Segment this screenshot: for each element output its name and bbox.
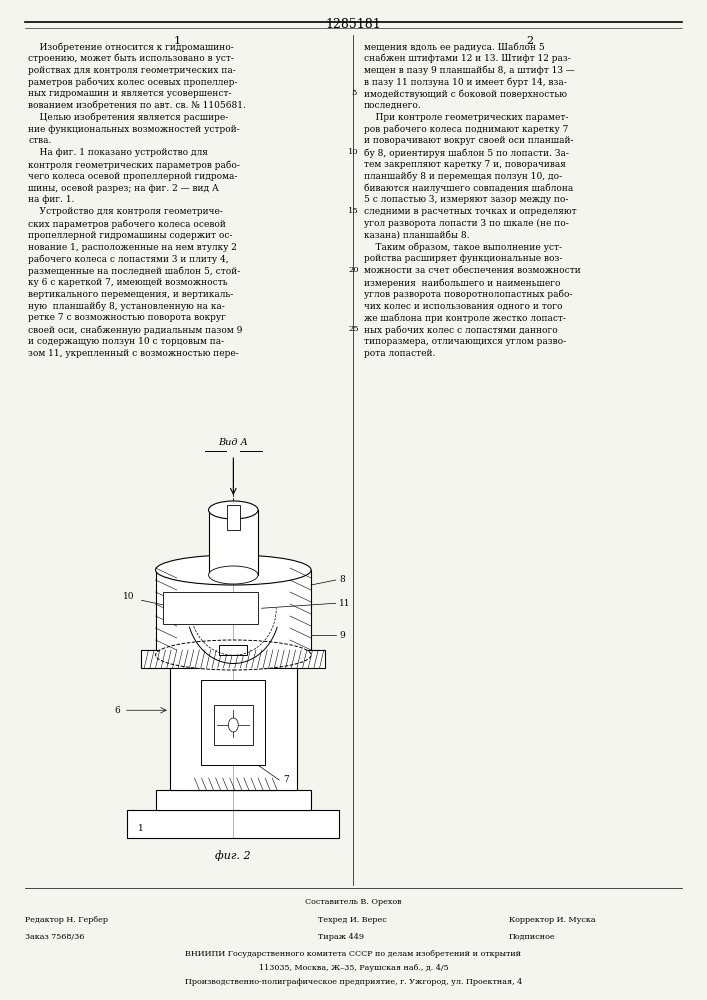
Bar xyxy=(156,570,311,655)
Text: 113035, Москва, Ж–35, Раушская наб., д. 4/5: 113035, Москва, Ж–35, Раушская наб., д. … xyxy=(259,964,448,972)
Text: Корректор И. Муска: Корректор И. Муска xyxy=(509,916,596,924)
Text: 8: 8 xyxy=(339,576,345,584)
Bar xyxy=(214,705,252,745)
Text: контроля геометрических параметров рабо-: контроля геометрических параметров рабо- xyxy=(28,160,240,169)
Text: 20: 20 xyxy=(349,266,358,274)
Text: 5 с лопастью 3, измеряют зазор между по-: 5 с лопастью 3, измеряют зазор между по- xyxy=(364,195,568,204)
Text: фиг. 2: фиг. 2 xyxy=(216,850,251,861)
Text: На фиг. 1 показано устройство для: На фиг. 1 показано устройство для xyxy=(28,148,208,157)
Text: казана) планшайбы 8.: казана) планшайбы 8. xyxy=(364,231,469,240)
Text: размещенные на последней шаблон 5, стой-: размещенные на последней шаблон 5, стой- xyxy=(28,266,240,276)
Text: чего колеса осевой пропеллерной гидрома-: чего колеса осевой пропеллерной гидрома- xyxy=(28,172,238,181)
Text: снабжен штифтами 12 и 13. Штифт 12 раз-: снабжен штифтами 12 и 13. Штифт 12 раз- xyxy=(364,54,571,63)
Text: мещения вдоль ее радиуса. Шаблон 5: мещения вдоль ее радиуса. Шаблон 5 xyxy=(364,42,545,51)
Text: 7: 7 xyxy=(283,776,288,784)
Bar xyxy=(209,510,258,575)
Ellipse shape xyxy=(156,555,311,585)
Text: рабочего колеса с лопастями 3 и плиту 4,: рабочего колеса с лопастями 3 и плиту 4, xyxy=(28,254,229,264)
Text: бу 8, ориентируя шаблон 5 по лопасти. За-: бу 8, ориентируя шаблон 5 по лопасти. За… xyxy=(364,148,569,158)
Text: раметров рабочих колес осевых пропеллер-: раметров рабочих колес осевых пропеллер- xyxy=(28,77,238,87)
Text: пропеллерной гидромашины содержит ос-: пропеллерной гидромашины содержит ос- xyxy=(28,231,233,240)
Text: Целью изобретения является расшире-: Целью изобретения является расшире- xyxy=(28,113,228,122)
Text: ку 6 с кареткой 7, имеющей возможность: ку 6 с кареткой 7, имеющей возможность xyxy=(28,278,228,287)
Text: 11: 11 xyxy=(339,599,351,608)
Text: 10: 10 xyxy=(123,592,134,601)
Text: в пазу 11 ползуна 10 и имеет бурт 14, вза-: в пазу 11 ползуна 10 и имеет бурт 14, вз… xyxy=(364,77,567,87)
Text: ройства расширяет функциональные воз-: ройства расширяет функциональные воз- xyxy=(364,254,563,263)
Text: следними в расчетных точках и определяют: следними в расчетных точках и определяют xyxy=(364,207,577,216)
Bar xyxy=(163,592,258,624)
Bar xyxy=(201,680,265,765)
Text: последнего.: последнего. xyxy=(364,101,422,110)
Bar xyxy=(170,645,297,790)
Text: 1: 1 xyxy=(138,824,144,833)
Text: Подписное: Подписное xyxy=(509,933,556,941)
Text: ства.: ства. xyxy=(28,136,52,145)
Text: Изобретение относится к гидромашино-: Изобретение относится к гидромашино- xyxy=(28,42,234,51)
Text: ройствах для контроля геометрических па-: ройствах для контроля геометрических па- xyxy=(28,66,236,75)
Text: ров рабочего колеса поднимают каретку 7: ров рабочего колеса поднимают каретку 7 xyxy=(364,125,568,134)
Text: ную  планшайбу 8, установленную на ка-: ную планшайбу 8, установленную на ка- xyxy=(28,302,225,311)
Circle shape xyxy=(228,718,238,732)
Bar xyxy=(227,505,240,530)
Text: и содержащую ползун 10 с торцовым па-: и содержащую ползун 10 с торцовым па- xyxy=(28,337,224,346)
Text: Составитель В. Орехов: Составитель В. Орехов xyxy=(305,898,402,906)
Text: типоразмера, отличающихся углом разво-: типоразмера, отличающихся углом разво- xyxy=(364,337,566,346)
Text: на фиг. 1.: на фиг. 1. xyxy=(28,195,75,204)
Text: биваются наилучшего совпадения шаблона: биваются наилучшего совпадения шаблона xyxy=(364,184,573,193)
Text: 1: 1 xyxy=(173,36,180,46)
Text: 10: 10 xyxy=(348,148,359,156)
Text: своей оси, снабженную радиальным пазом 9: своей оси, снабженную радиальным пазом 9 xyxy=(28,325,243,335)
Text: Вид A: Вид A xyxy=(218,438,248,447)
Text: 1285181: 1285181 xyxy=(326,18,381,31)
Text: тем закрепляют каретку 7 и, поворачивая: тем закрепляют каретку 7 и, поворачивая xyxy=(364,160,566,169)
Text: имодействующий с боковой поверхностью: имодействующий с боковой поверхностью xyxy=(364,89,567,99)
Text: углов разворота поворотнолопастных рабо-: углов разворота поворотнолопастных рабо- xyxy=(364,290,573,299)
Ellipse shape xyxy=(209,566,258,584)
Text: вертикального перемещения, и вертикаль-: вертикального перемещения, и вертикаль- xyxy=(28,290,233,299)
Text: 25: 25 xyxy=(348,325,359,333)
Text: и поворачивают вокруг своей оси планшай-: и поворачивают вокруг своей оси планшай- xyxy=(364,136,573,145)
Text: зом 11, укрепленный с возможностью пере-: зом 11, укрепленный с возможностью пере- xyxy=(28,349,239,358)
Text: 5: 5 xyxy=(351,89,356,97)
Text: ретке 7 с возможностью поворота вокруг: ретке 7 с возможностью поворота вокруг xyxy=(28,313,226,322)
Text: рота лопастей.: рота лопастей. xyxy=(364,349,436,358)
Text: При контроле геометрических парамет-: При контроле геометрических парамет- xyxy=(364,113,568,122)
Bar xyxy=(127,810,339,838)
Ellipse shape xyxy=(209,501,258,519)
Text: мещен в пазу 9 планшайбы 8, а штифт 13 —: мещен в пазу 9 планшайбы 8, а штифт 13 — xyxy=(364,66,575,75)
Text: угол разворота лопасти 3 по шкале (не по-: угол разворота лопасти 3 по шкале (не по… xyxy=(364,219,569,228)
Ellipse shape xyxy=(156,640,311,670)
Bar xyxy=(141,650,325,668)
Text: ВНИИПИ Государственного комитета СССР по делам изобретений и открытий: ВНИИПИ Государственного комитета СССР по… xyxy=(185,950,522,958)
Text: ских параметров рабочего колеса осевой: ских параметров рабочего колеса осевой xyxy=(28,219,226,229)
Text: можности за счет обеспечения возможности: можности за счет обеспечения возможности xyxy=(364,266,581,275)
Text: ных гидромашин и является усовершенст-: ных гидромашин и является усовершенст- xyxy=(28,89,232,98)
Text: же шаблона при контроле жестко лопаст-: же шаблона при контроле жестко лопаст- xyxy=(364,313,566,323)
Text: Устройство для контроля геометриче-: Устройство для контроля геометриче- xyxy=(28,207,223,216)
Bar xyxy=(156,790,311,810)
Text: Тираж 449: Тираж 449 xyxy=(318,933,364,941)
Text: 15: 15 xyxy=(348,207,359,215)
Text: планшайбу 8 и перемещая ползун 10, до-: планшайбу 8 и перемещая ползун 10, до- xyxy=(364,172,562,181)
Text: 2: 2 xyxy=(527,36,534,46)
Text: вованием изобретения по авт. св. № 1105681.: вованием изобретения по авт. св. № 11056… xyxy=(28,101,246,110)
Text: шины, осевой разрез; на фиг. 2 — вид А: шины, осевой разрез; на фиг. 2 — вид А xyxy=(28,184,219,193)
Text: ных рабочих колес с лопастями данного: ных рабочих колес с лопастями данного xyxy=(364,325,558,335)
Text: строению, может быть использовано в уст-: строению, может быть использовано в уст- xyxy=(28,54,234,63)
Text: Таким образом, такое выполнение уст-: Таким образом, такое выполнение уст- xyxy=(364,243,562,252)
Text: чих колес и использования одного и того: чих колес и использования одного и того xyxy=(364,302,563,311)
Text: измерения  наибольшего и наименьшего: измерения наибольшего и наименьшего xyxy=(364,278,561,288)
Text: ние функциональных возможностей устрой-: ние функциональных возможностей устрой- xyxy=(28,125,240,134)
Text: Техред И. Верес: Техред И. Верес xyxy=(318,916,387,924)
Text: 9: 9 xyxy=(339,631,345,640)
Bar xyxy=(219,645,247,655)
Text: Производственно-полиграфическое предприятие, г. Ужгород, ул. Проектная, 4: Производственно-полиграфическое предприя… xyxy=(185,978,522,986)
Text: нование 1, расположенные на нем втулку 2: нование 1, расположенные на нем втулку 2 xyxy=(28,243,237,252)
Text: Редактор Н. Гербер: Редактор Н. Гербер xyxy=(25,916,107,924)
Text: 6: 6 xyxy=(115,706,120,715)
Text: Заказ 7568/36: Заказ 7568/36 xyxy=(25,933,84,941)
Bar xyxy=(191,778,276,790)
